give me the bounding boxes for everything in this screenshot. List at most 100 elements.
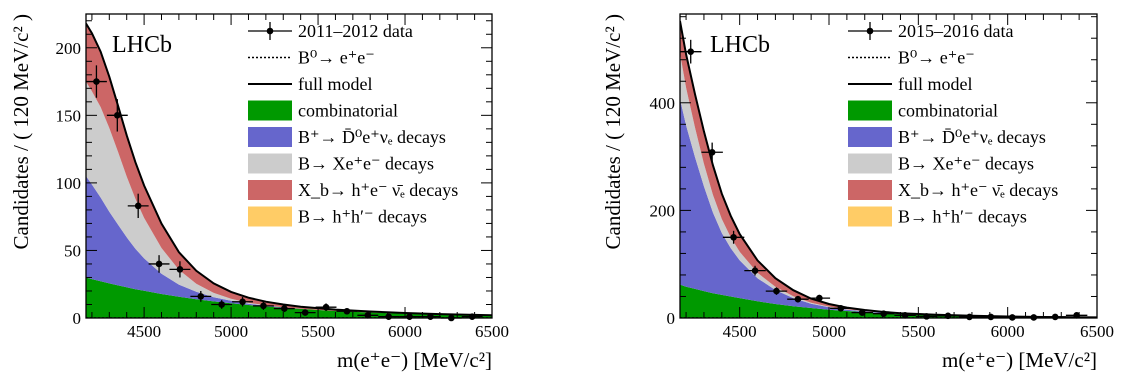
- data-point: [93, 78, 100, 85]
- legend-entry: B→ h⁺h′⁻ decays: [248, 206, 427, 227]
- legend-entry: combinatorial: [848, 100, 998, 121]
- data-point: [218, 301, 225, 308]
- legend-swatch: [248, 153, 292, 174]
- stacked-areas: [86, 22, 492, 318]
- legend-swatch: [848, 100, 892, 121]
- plot-frame: [85, 13, 493, 319]
- x-tick-label: 5000: [812, 322, 846, 341]
- legend-entry: 2015–2016 data: [848, 21, 1013, 41]
- x-tick-label: 6000: [388, 322, 422, 341]
- legend-swatch: [848, 127, 892, 147]
- experiment-label: LHCb: [112, 32, 172, 58]
- y-tick-label: 150: [56, 106, 82, 125]
- y-tick-label: 0: [73, 309, 82, 328]
- legend-entry: B→ Xe⁺e⁻ decays: [848, 153, 1034, 174]
- full-model-line: [86, 22, 492, 317]
- y-tick-label: 200: [56, 39, 82, 58]
- data-point: [385, 313, 392, 320]
- data-point: [880, 310, 887, 317]
- data-point: [1073, 312, 1080, 319]
- data-point: [794, 295, 802, 303]
- legend-marker-dot: [866, 27, 874, 35]
- x-axis-ticks: 4500 5000 5500 6000 6500: [685, 14, 1114, 341]
- data-point: [1051, 313, 1059, 321]
- data-point: [923, 313, 930, 320]
- experiment-label: LHCb: [710, 32, 770, 58]
- legend-marker-dot: [266, 27, 274, 35]
- y-tick-label: 200: [650, 201, 676, 220]
- x-tick-label: 5000: [214, 322, 248, 341]
- y-axis-label: Candidates / ( 120 MeV/c² ): [9, 14, 33, 250]
- y-tick-label: 400: [650, 94, 676, 113]
- data-point: [687, 48, 695, 55]
- y-axis-ticks: 0 50 100 150 200: [56, 20, 492, 328]
- legend-label: B→ Xe⁺e⁻ decays: [298, 154, 434, 174]
- data-point: [406, 313, 413, 320]
- panel-2: 4500 5000 5500 6000 6500 0 200 400 m(e⁺e⁻) [MeV/…: [601, 13, 1114, 372]
- legend-entry: B⁰→ e⁺e⁻: [248, 48, 375, 68]
- legend-swatch: [848, 206, 892, 227]
- legend-label: full model: [298, 74, 373, 94]
- legend-entry: combinatorial: [248, 100, 398, 121]
- data-point: [773, 287, 780, 295]
- data-point: [114, 112, 121, 119]
- legend-entry: B→ h⁺h′⁻ decays: [848, 206, 1027, 227]
- legend-label: B→ h⁺h′⁻ decays: [898, 207, 1027, 227]
- legend-label: 2011–2012 data: [298, 21, 413, 41]
- data-point: [751, 267, 759, 274]
- plot-frame: [679, 13, 1098, 319]
- data-point: [197, 293, 205, 300]
- data-point: [987, 313, 995, 321]
- legend-swatch: [248, 180, 292, 200]
- x-tick-label: 4500: [127, 322, 161, 341]
- data-points: [86, 65, 483, 322]
- legend-entry: 2011–2012 data: [248, 21, 413, 41]
- y-axis-label: Candidates / ( 120 MeV/c² ): [601, 14, 625, 250]
- data-point: [260, 302, 267, 310]
- legend-label: X_b→ h⁺e⁻ ν̄ₑ decays: [898, 180, 1058, 200]
- data-point: [858, 309, 866, 316]
- legend-entry: B⁰→ e⁺e⁻: [848, 48, 975, 68]
- data-point: [176, 266, 184, 273]
- legend: 2015–2016 data B⁰→ e⁺e⁻ full model combinat…: [848, 21, 1058, 227]
- data-point: [837, 305, 845, 312]
- data-point: [708, 148, 716, 156]
- legend-swatch: [848, 180, 892, 200]
- x-tick-label: 4500: [723, 322, 757, 341]
- y-tick-label: 100: [56, 174, 82, 193]
- legend-label: combinatorial: [298, 101, 398, 121]
- legend-entry: full model: [848, 74, 973, 94]
- data-point: [364, 311, 372, 319]
- legend-label: B→ Xe⁺e⁻ decays: [898, 154, 1034, 174]
- legend-swatch: [248, 100, 292, 121]
- legend-entry: X_b→ h⁺e⁻ ν̄ₑ decays: [248, 180, 458, 200]
- legend: 2011–2012 data B⁰→ e⁺e⁻ full model combinat…: [248, 21, 458, 227]
- panel-1: 4500 5000 5500 6000 6500 0 50 100 150 200 m(e⁺e⁻) …: [9, 13, 509, 372]
- x-tick-label: 6500: [475, 322, 509, 341]
- data-point: [239, 298, 246, 306]
- legend-label: 2015–2016 data: [898, 21, 1013, 41]
- legend-label: B⁰→ e⁺e⁻: [298, 48, 375, 68]
- x-tick-label: 6500: [1080, 322, 1114, 341]
- legend-label: combinatorial: [898, 101, 998, 121]
- legend-label: X_b→ h⁺e⁻ ν̄ₑ decays: [298, 180, 458, 200]
- data-point: [155, 260, 163, 268]
- x-tick-label: 5500: [901, 322, 935, 341]
- legend-label: full model: [898, 74, 973, 94]
- legend-label: B→ h⁺h′⁻ decays: [298, 207, 427, 227]
- data-point: [730, 233, 737, 241]
- legend-swatch: [248, 206, 292, 227]
- legend-entry: X_b→ h⁺e⁻ ν̄ₑ decays: [848, 180, 1058, 200]
- area-combinatorial: [680, 284, 1097, 318]
- y-tick-label: 50: [64, 241, 81, 260]
- x-axis-label: m(e⁺e⁻) [MeV/c²]: [337, 348, 492, 372]
- legend-entry: B⁺→ D̄⁰e⁺νₑ decays: [248, 127, 446, 147]
- legend-swatch: [848, 153, 892, 174]
- x-axis-label: m(e⁺e⁻) [MeV/c²]: [942, 348, 1097, 372]
- legend-entry: full model: [248, 74, 373, 94]
- legend-label: B⁺→ D̄⁰e⁺νₑ decays: [298, 127, 446, 147]
- legend-swatch: [248, 127, 292, 147]
- data-point: [301, 309, 309, 316]
- y-tick-label: 0: [667, 309, 676, 328]
